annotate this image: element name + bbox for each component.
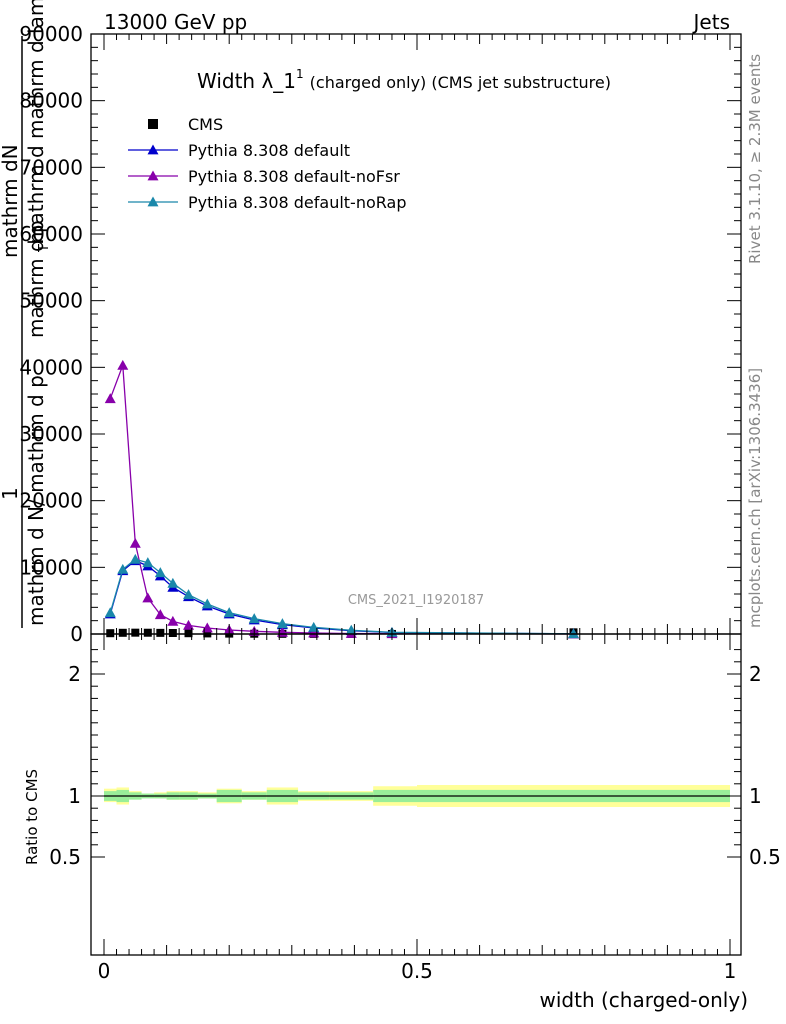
legend-marker xyxy=(147,170,159,181)
axes-layer: 0 10000 20000 30000 40000 50000 60000 70000 8000… xyxy=(19,22,780,983)
legend-entry: Pythia 8.308 default-noFsr xyxy=(128,167,400,186)
legend-label: Pythia 8.308 default xyxy=(188,141,350,160)
y-tick-label: 0 xyxy=(70,622,83,646)
y-axis-label-line-4: T xyxy=(37,244,52,253)
header-left: 13000 GeV pp xyxy=(104,10,247,34)
legend-entry: CMS xyxy=(148,115,223,134)
ratio-y-tick-label: 1 xyxy=(68,784,81,808)
header-right: Jets xyxy=(692,10,730,34)
data-point xyxy=(183,589,195,600)
y-tick-label: 30000 xyxy=(19,422,83,446)
data-point xyxy=(223,607,235,618)
ratio-y-axis-label: Ratio to CMS xyxy=(23,769,41,865)
ratio-y-tick-label-right: 1 xyxy=(749,784,762,808)
data-point xyxy=(568,628,579,639)
data-point xyxy=(156,628,165,637)
data-point xyxy=(154,567,166,578)
legend-label: CMS xyxy=(188,115,223,134)
data-point xyxy=(104,607,116,618)
watermark: CMS_2021_I1920187 xyxy=(348,593,484,608)
ratio-y-tick-label: 2 xyxy=(68,662,81,686)
chart-subtitle: (charged only) (CMS jet substructure) xyxy=(310,73,611,92)
ratio-y-tick-label-right: 0.5 xyxy=(749,845,781,869)
data-point xyxy=(117,359,129,370)
data-point xyxy=(154,609,166,620)
y-tick-label: 10000 xyxy=(19,555,83,579)
y-tick-label: 70000 xyxy=(19,155,83,179)
data-point xyxy=(129,553,141,564)
series-line xyxy=(109,365,574,635)
chart-title-sup: 1 xyxy=(296,67,304,81)
legend-label: Pythia 8.308 default-noFsr xyxy=(188,167,400,186)
y-tick-label: 40000 xyxy=(19,355,83,379)
y-axis-label-line-5: mathrm d mathrm d lambda xyxy=(24,0,48,244)
data-point xyxy=(168,629,177,637)
data-point xyxy=(201,598,213,609)
x-axis-label: width (charged-only) xyxy=(540,988,748,1012)
data-point xyxy=(184,629,193,638)
data-point xyxy=(104,393,116,404)
data-point xyxy=(117,563,129,574)
data-point xyxy=(118,628,127,637)
data-point xyxy=(276,618,288,629)
x-tick-label: 0 xyxy=(98,959,111,983)
chart-title: Width λ_11 (charged only) (CMS jet substr… xyxy=(197,67,611,93)
chart-title-main: Width λ_1 xyxy=(197,69,296,93)
series-1 xyxy=(104,555,579,639)
y-axis-label-line-2: mathrm dN xyxy=(0,144,22,258)
series-layer xyxy=(104,359,579,639)
legend-marker xyxy=(147,196,159,207)
x-tick-label: 0.5 xyxy=(401,959,433,983)
ratio-frame xyxy=(90,633,742,956)
y-axis-label: 1 mathrm d N/ mathrm d p mathrm dN mathr… xyxy=(0,0,52,628)
legend-marker xyxy=(148,119,158,129)
ratio-y-tick-label-right: 2 xyxy=(749,662,762,686)
legend-label: Pythia 8.308 default-noRap xyxy=(188,193,406,212)
data-point xyxy=(106,629,115,638)
y-tick-label: 60000 xyxy=(19,222,83,246)
y-axis-label-numerator: 1 xyxy=(0,487,22,500)
y-axis-label-line-1: mathrm d N/ mathrm d p xyxy=(24,375,48,626)
ratio-y-tick-label: 0.5 xyxy=(49,845,81,869)
data-point xyxy=(248,613,260,624)
y-tick-label: 80000 xyxy=(19,89,83,113)
legend: CMS Pythia 8.308 default Pythia 8.308 defa… xyxy=(128,115,406,212)
y-tick-label: 50000 xyxy=(19,289,83,313)
legend-entry: Pythia 8.308 default-noRap xyxy=(128,193,406,212)
data-point xyxy=(143,628,152,637)
y-axis-label-line-3: mathrm d p xyxy=(24,220,48,338)
data-point xyxy=(183,619,195,630)
data-point xyxy=(142,592,154,603)
data-point xyxy=(167,615,179,626)
data-point xyxy=(167,577,179,588)
x-tick-label: 1 xyxy=(724,959,737,983)
y-tick-label: 20000 xyxy=(19,489,83,513)
y-tick-label: 90000 xyxy=(19,22,83,46)
data-point xyxy=(129,537,141,548)
data-point xyxy=(131,628,140,637)
series-2 xyxy=(104,359,579,639)
data-point xyxy=(142,557,154,568)
ratio-uncertainty-bands xyxy=(104,785,730,807)
legend-marker xyxy=(147,144,159,155)
side-label-mcplots: mcplots.cern.ch [arXiv:1306.3436] xyxy=(746,368,764,628)
side-label-rivet: Rivet 3.1.10, ≥ 2.3M events xyxy=(746,54,764,264)
legend-entry: Pythia 8.308 default xyxy=(128,141,350,160)
